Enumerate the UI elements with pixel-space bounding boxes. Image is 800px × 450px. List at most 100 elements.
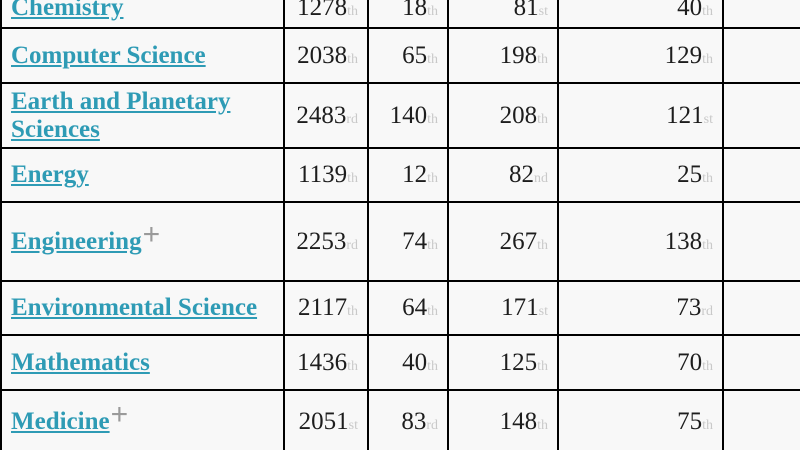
rank-value: 198	[499, 41, 538, 69]
rank-value: 2483	[296, 101, 347, 129]
rank-cell-c4: 70th	[557, 334, 724, 391]
subject-link[interactable]: Chemistry	[11, 0, 124, 21]
rank-cell-c3: 125th	[447, 334, 559, 391]
rank-value: 2038	[297, 41, 348, 69]
rank-cell-c3: 81st	[447, 0, 559, 29]
rank-ordinal-suffix: th	[427, 304, 438, 319]
subject-link[interactable]: Environmental Science	[11, 294, 258, 321]
rank-cell-c3: 82nd	[447, 147, 559, 203]
subject-cell: Energy	[0, 147, 285, 203]
rank-value: 2117	[298, 294, 348, 321]
rank-ordinal-suffix: st	[348, 417, 358, 433]
rank-cell-c2: 18th	[367, 0, 449, 29]
rank-value: 125	[499, 348, 538, 376]
rank-cell-c4: 138th	[557, 201, 724, 282]
subject-cell: Medicine+	[0, 389, 285, 450]
rank-value: 208	[499, 101, 538, 129]
rank-cell-c1: 1139th	[283, 147, 369, 203]
subject-cell: Engineering+	[0, 201, 285, 282]
rank-ordinal-suffix: th	[347, 358, 358, 374]
rank-ordinal-suffix: th	[702, 358, 713, 374]
rank-value: 2051	[298, 407, 349, 435]
rank-value: 148	[499, 407, 538, 435]
table-row: Chemistry1278th18th81st40th12th	[0, 0, 800, 29]
rank-cell-c5: 6th	[722, 147, 800, 203]
rank-value: 81	[513, 0, 539, 21]
rank-cell-c2: 12th	[367, 147, 449, 203]
rank-cell-c5: 15th	[722, 334, 800, 391]
rank-cell-c5: 28th	[722, 201, 800, 282]
rank-value: 40	[402, 348, 428, 376]
subject-link[interactable]: Medicine	[11, 407, 110, 435]
subject-link[interactable]: Earth and Planetary Sciences	[11, 87, 231, 143]
rank-cell-c1: 1436th	[283, 334, 369, 391]
rank-ordinal-suffix: th	[427, 358, 438, 374]
rank-cell-c2: 65th	[367, 27, 449, 84]
rank-cell-c2: 64th	[367, 280, 449, 336]
rank-cell-c2: 83rd	[367, 389, 449, 450]
subject-cell: Earth and Planetary Sciences	[0, 82, 285, 149]
rank-ordinal-suffix: th	[347, 51, 358, 67]
table-row: Environmental Science 2117th 64th 171st 73rd…	[0, 280, 800, 336]
rank-value: 2253	[296, 227, 347, 255]
rank-ordinal-suffix: th	[537, 51, 548, 67]
rank-ordinal-suffix: rd	[701, 304, 713, 319]
rank-ordinal-suffix: st	[538, 3, 548, 19]
rank-cell-c3: 198th	[447, 27, 559, 84]
rank-ordinal-suffix: st	[538, 304, 548, 319]
rank-ordinal-suffix: rd	[346, 237, 358, 253]
rank-ordinal-suffix: th	[427, 111, 438, 127]
rank-ordinal-suffix: th	[347, 3, 358, 19]
rank-ordinal-suffix: rd	[346, 111, 358, 127]
rank-ordinal-suffix: th	[427, 51, 438, 67]
rank-ordinal-suffix: th	[702, 171, 713, 186]
rank-value: 75	[677, 407, 703, 435]
rank-value: 18	[402, 0, 428, 21]
subject-link[interactable]: Engineering	[11, 227, 142, 255]
rank-value: 12	[402, 161, 428, 188]
table-row: Computer Science2038th65th198th129th27th	[0, 27, 800, 84]
rank-ordinal-suffix: th	[347, 171, 358, 186]
rank-cell-c4: 121st	[557, 82, 724, 149]
rank-cell-c3: 148th	[447, 389, 559, 450]
rank-value: 40	[677, 0, 703, 21]
rank-ordinal-suffix: th	[537, 111, 548, 127]
rank-value: 1436	[297, 348, 348, 376]
subject-link[interactable]: Computer Science	[11, 41, 206, 69]
rank-value: 82	[509, 161, 534, 188]
rank-ordinal-suffix: st	[703, 111, 713, 127]
rank-value: 121	[666, 101, 704, 129]
rank-ordinal-suffix: th	[537, 237, 548, 253]
rank-ordinal-suffix: th	[702, 237, 713, 253]
rank-value: 1278	[297, 0, 348, 21]
subject-link[interactable]: Energy	[11, 161, 89, 188]
rank-ordinal-suffix: rd	[426, 417, 438, 433]
rank-cell-c4: 25th	[557, 147, 724, 203]
rank-ordinal-suffix: th	[537, 358, 548, 374]
subject-link[interactable]: Mathematics	[11, 348, 150, 376]
rank-cell-c1: 2483rd	[283, 82, 369, 149]
rank-ordinal-suffix: nd	[534, 171, 548, 186]
rank-value: 70	[677, 348, 703, 376]
rank-value: 25	[677, 161, 703, 188]
rank-value: 267	[499, 227, 538, 255]
rank-cell-c5: 25th	[722, 389, 800, 450]
rank-cell-c5: 12th	[722, 0, 800, 29]
rank-cell-c4: 129th	[557, 27, 724, 84]
subject-cell: Mathematics	[0, 334, 285, 391]
table-row: Energy1139th12th82nd25th6th	[0, 147, 800, 203]
subject-cell: Environmental Science	[0, 280, 285, 336]
rank-cell-c3: 171st	[447, 280, 559, 336]
table-row: Mathematics1436th40th125th70th15th	[0, 334, 800, 391]
rank-ordinal-suffix: th	[537, 417, 548, 433]
rank-cell-c1: 2051st	[283, 389, 369, 450]
subject-cell: Computer Science	[0, 27, 285, 84]
rank-cell-c4: 40th	[557, 0, 724, 29]
rank-cell-c3: 267th	[447, 201, 559, 282]
rank-cell-c5: 27th	[722, 27, 800, 84]
rank-value: 74	[402, 227, 428, 255]
rank-value: 1139	[298, 161, 348, 188]
rank-cell-c2: 140th	[367, 82, 449, 149]
